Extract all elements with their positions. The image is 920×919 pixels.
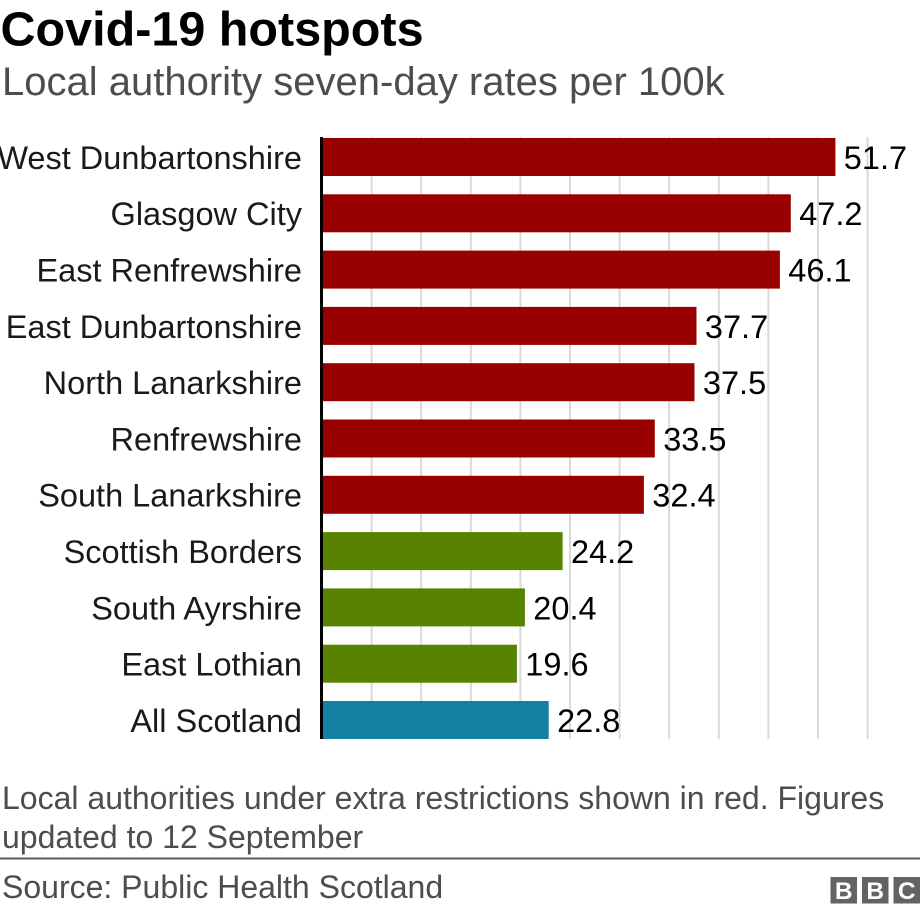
svg-text:19.6: 19.6 [525, 647, 588, 683]
svg-text:46.1: 46.1 [788, 253, 851, 289]
svg-text:Local authority seven-day rate: Local authority seven-day rates per 100k [2, 60, 726, 104]
svg-text:32.4: 32.4 [652, 478, 715, 514]
svg-text:East Dunbartonshire: East Dunbartonshire [6, 309, 302, 345]
svg-text:47.2: 47.2 [799, 196, 862, 232]
svg-text:B: B [866, 878, 884, 905]
svg-text:33.5: 33.5 [663, 421, 726, 457]
svg-text:B: B [835, 878, 853, 905]
svg-text:51.7: 51.7 [844, 140, 907, 176]
svg-text:37.7: 37.7 [705, 309, 768, 345]
svg-text:North Lanarkshire: North Lanarkshire [44, 365, 302, 401]
svg-text:20.4: 20.4 [533, 590, 596, 626]
svg-text:East Renfrewshire: East Renfrewshire [36, 253, 302, 289]
svg-text:updated to 12 September: updated to 12 September [2, 819, 364, 855]
svg-text:Scottish Borders: Scottish Borders [64, 534, 302, 570]
svg-text:22.8: 22.8 [557, 703, 620, 739]
svg-text:Renfrewshire: Renfrewshire [111, 421, 302, 457]
svg-text:South Ayrshire: South Ayrshire [91, 590, 302, 626]
svg-text:Glasgow City: Glasgow City [111, 196, 303, 232]
svg-text:C: C [898, 878, 916, 905]
svg-text:East Lothian: East Lothian [121, 647, 302, 683]
svg-text:All Scotland: All Scotland [130, 703, 302, 739]
svg-text:24.2: 24.2 [571, 534, 634, 570]
svg-text:Covid-19 hotspots: Covid-19 hotspots [1, 3, 424, 57]
svg-text:South Lanarkshire: South Lanarkshire [38, 478, 302, 514]
svg-text:West Dunbartonshire: West Dunbartonshire [0, 140, 302, 176]
svg-text:Source: Public Health Scotland: Source: Public Health Scotland [2, 869, 443, 905]
svg-text:37.5: 37.5 [703, 365, 766, 401]
svg-text:Local authorities under extra: Local authorities under extra restrictio… [2, 780, 884, 816]
